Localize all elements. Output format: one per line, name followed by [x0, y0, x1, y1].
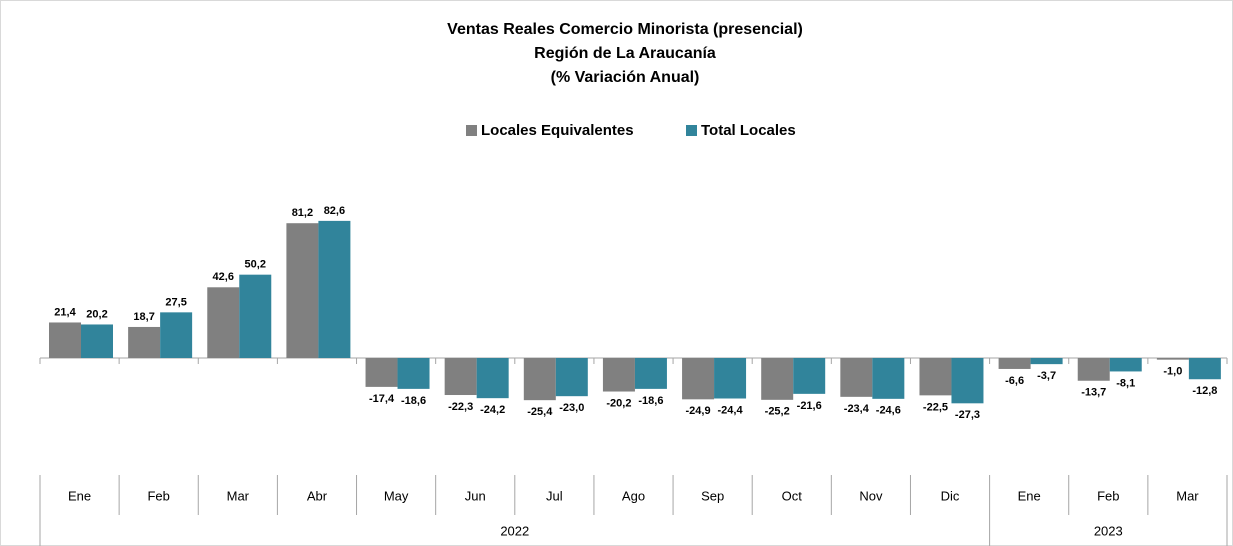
data-label: -17,4	[369, 393, 395, 405]
x-tick-label: Feb	[1097, 488, 1119, 503]
bar	[207, 287, 240, 358]
bar	[286, 223, 319, 358]
data-label: -27,3	[955, 409, 980, 421]
data-label: -12,8	[1192, 385, 1217, 397]
data-label: -3,7	[1037, 370, 1056, 382]
bar	[128, 326, 161, 358]
data-label: 21,4	[54, 306, 76, 318]
data-label: 82,6	[324, 205, 345, 217]
data-label: 50,2	[245, 259, 266, 271]
data-label: -22,3	[448, 401, 473, 413]
chart-title: (% Variación Anual)	[551, 69, 700, 86]
data-label: 42,6	[213, 271, 234, 283]
bar	[602, 358, 635, 392]
x-tick-label: Jul	[546, 488, 563, 503]
bar	[160, 312, 193, 358]
chart-title: Ventas Reales Comercio Minorista (presen…	[447, 21, 803, 38]
bar	[872, 358, 905, 399]
bar	[951, 358, 984, 404]
data-label: -21,6	[797, 400, 822, 412]
bar	[1109, 358, 1142, 372]
bar	[1188, 358, 1221, 380]
data-label: 20,2	[86, 308, 107, 320]
data-label: -23,0	[559, 402, 584, 414]
x-tick-label: Nov	[859, 488, 883, 503]
bar	[444, 358, 477, 396]
bar	[239, 274, 272, 358]
legend-label: Total Locales	[701, 122, 796, 139]
data-label: -13,7	[1081, 387, 1106, 399]
bar	[682, 358, 715, 400]
bar	[397, 358, 430, 389]
data-label: -22,5	[923, 401, 948, 413]
data-label: 81,2	[292, 207, 313, 219]
x-tick-label: Ene	[1018, 488, 1041, 503]
bar	[1077, 358, 1110, 381]
data-label: -24,2	[480, 404, 505, 416]
legend-swatch	[686, 125, 697, 136]
bar	[318, 220, 351, 358]
data-label: -1,0	[1163, 366, 1182, 378]
data-label: -23,4	[844, 403, 870, 415]
x-tick-label: Jun	[465, 488, 486, 503]
bar	[998, 358, 1031, 369]
data-label: -8,1	[1116, 377, 1135, 389]
bar	[1156, 358, 1189, 360]
bar	[476, 358, 509, 399]
data-label: -24,4	[718, 404, 744, 416]
bar	[81, 324, 113, 358]
data-label: 27,5	[165, 296, 186, 308]
data-label: -25,2	[765, 406, 790, 418]
bar	[919, 358, 952, 396]
x-tick-label: Abr	[307, 488, 328, 503]
year-label: 2022	[500, 523, 529, 538]
data-label: -18,6	[401, 395, 426, 407]
x-tick-label: Ago	[622, 488, 645, 503]
bar	[714, 358, 747, 399]
x-tick-label: Dic	[941, 488, 960, 503]
data-label: 18,7	[133, 311, 154, 323]
x-tick-label: Feb	[147, 488, 169, 503]
bar	[555, 358, 588, 397]
data-label: -24,6	[876, 405, 901, 417]
legend-label: Locales Equivalentes	[481, 122, 634, 139]
bar	[793, 358, 826, 394]
legend-swatch	[466, 125, 477, 136]
bar	[840, 358, 873, 397]
data-label: -18,6	[638, 395, 663, 407]
chart-title: Región de La Araucanía	[534, 45, 716, 62]
bar	[523, 358, 556, 401]
bar	[49, 322, 81, 358]
bar	[365, 358, 398, 387]
bar	[761, 358, 794, 400]
x-tick-label: Sep	[701, 488, 724, 503]
x-tick-label: Ene	[68, 488, 91, 503]
bar	[634, 358, 667, 389]
x-tick-label: Mar	[227, 488, 250, 503]
bar	[1030, 358, 1063, 365]
x-tick-label: May	[384, 488, 409, 503]
x-tick-label: Oct	[782, 488, 803, 503]
year-label: 2023	[1094, 523, 1123, 538]
data-label: -25,4	[527, 406, 553, 418]
x-tick-label: Mar	[1176, 488, 1199, 503]
data-label: -20,2	[606, 397, 631, 409]
data-label: -6,6	[1005, 375, 1024, 387]
data-label: -24,9	[686, 405, 711, 417]
